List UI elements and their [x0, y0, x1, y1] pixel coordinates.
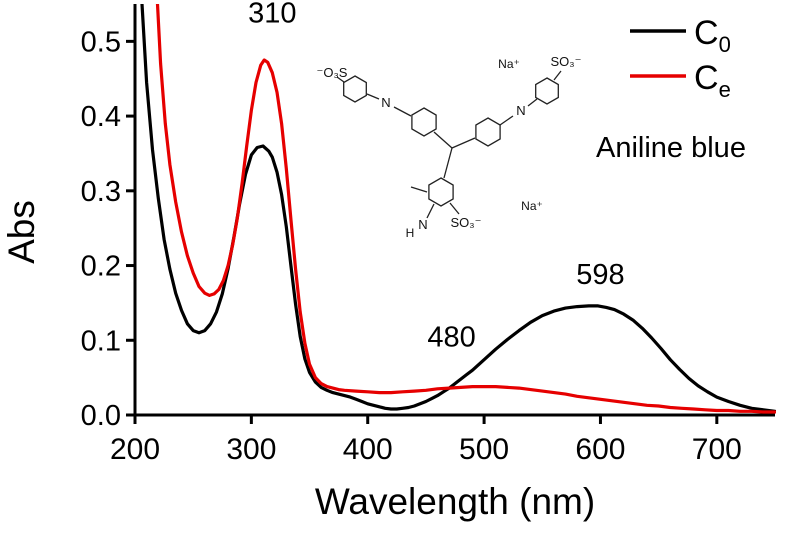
bond	[393, 106, 412, 117]
x-axis-title: Wavelength (nm)	[315, 481, 595, 522]
atom-label-sulfonate-left: ⁻O₃S	[317, 65, 348, 80]
atom-label-n-left: N	[381, 95, 390, 110]
peak-annotation-310: 310	[248, 0, 296, 30]
legend-label-ce-sub: e	[719, 77, 731, 102]
x-tick-label: 600	[575, 433, 625, 466]
x-tick-label: 700	[692, 433, 742, 466]
bond	[449, 202, 460, 215]
atom-label-na-1: Na⁺	[498, 57, 520, 71]
x-tick-label: 200	[110, 433, 160, 466]
legend-label-c0: C0	[694, 14, 731, 57]
legend-label-c0-sub: 0	[719, 32, 731, 57]
y-axis-title: Abs	[1, 200, 42, 264]
series-line-C0	[140, 4, 776, 413]
atom-label-na-2: Na⁺	[521, 199, 543, 213]
legend-label-c0-main: C	[694, 14, 719, 52]
bond	[426, 203, 435, 219]
molecule-skeleton	[336, 70, 562, 219]
y-tick-label: 0.4	[81, 101, 121, 133]
bond	[499, 115, 514, 126]
molecule-inset: ⁻O₃S N Na⁺ SO₃⁻ N SO₃⁻ N H Na⁺	[317, 54, 582, 240]
legend-note-aniline-blue: Aniline blue	[596, 132, 746, 164]
plot-area: 200 300 400 500 600 700 0.0 0.1 0.2 0.3 0.4 0.5 310 5…	[81, 0, 776, 466]
peak-annotation-598: 598	[576, 259, 624, 291]
series-line-Ce	[155, 4, 776, 414]
bond	[366, 93, 380, 100]
x-tick-label: 300	[226, 433, 276, 466]
y-tick-label: 0.0	[81, 400, 121, 432]
y-tick-label: 0.3	[81, 176, 121, 208]
atom-label-n-right: N	[516, 103, 525, 118]
peak-annotation-480: 480	[427, 321, 475, 353]
y-tick-label: 0.1	[81, 325, 121, 357]
bond	[433, 131, 453, 149]
benzene-ring	[475, 117, 501, 147]
benzene-ring	[535, 77, 559, 105]
atom-label-h-bottom: H	[406, 226, 415, 240]
bond	[410, 186, 428, 193]
atom-label-n-bottom: N	[418, 217, 427, 232]
bond	[553, 70, 562, 81]
atom-label-sulfonate-bottom: SO₃⁻	[451, 215, 482, 230]
benzene-ring	[343, 75, 367, 103]
y-tick-label: 0.5	[81, 26, 121, 58]
legend: C0 Ce Aniline blue	[596, 14, 746, 164]
x-tick-label: 400	[343, 433, 393, 466]
legend-label-ce: Ce	[694, 59, 731, 102]
y-tick-label: 0.2	[81, 251, 121, 283]
benzene-ring	[411, 107, 437, 137]
x-tick-label: 500	[459, 433, 509, 466]
bond	[443, 147, 453, 179]
atom-label-sulfonate-topright: SO₃⁻	[551, 54, 582, 69]
bond	[527, 98, 538, 107]
benzene-ring	[428, 177, 454, 207]
bond	[336, 76, 345, 83]
legend-label-ce-main: C	[694, 59, 719, 97]
bond	[451, 137, 476, 149]
